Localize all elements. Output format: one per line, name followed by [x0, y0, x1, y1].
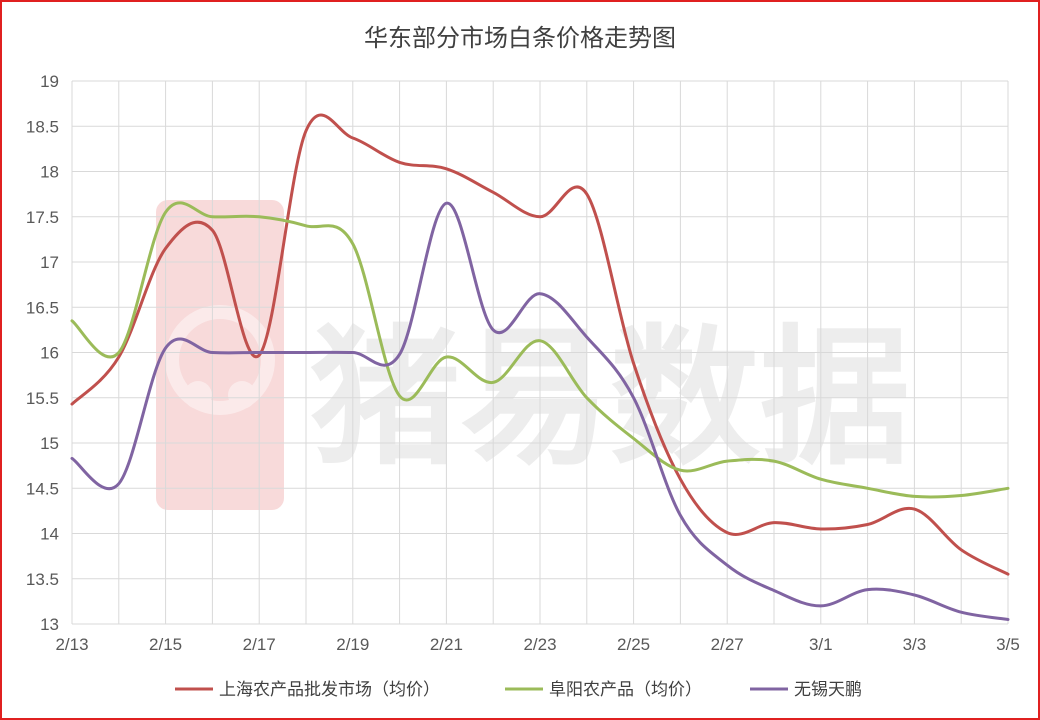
series-line-3: [70, 201, 1010, 621]
x-tick-label: 2/15: [149, 635, 182, 654]
y-tick-label: 17: [40, 253, 59, 272]
watermark-logo-eye-left: [184, 381, 212, 409]
legend-label: 无锡天鹏: [794, 680, 862, 700]
y-tick-label: 13: [40, 615, 59, 634]
legend-label: 上海农产品批发市场（均价）: [219, 680, 440, 700]
y-tick-label: 19: [40, 72, 59, 91]
x-axis: 2/13 2/15 2/17 2/19 2/21 2/23 2/25 2/27 3/1 3/3 3/…: [55, 635, 1019, 654]
x-tick-label: 3/3: [903, 635, 927, 654]
chart-title: 华东部分市场白条价格走势图: [364, 24, 676, 52]
x-tick-label: 2/27: [711, 635, 744, 654]
watermark: 猪易数据: [156, 200, 910, 510]
watermark-logo-ring: [165, 305, 275, 415]
watermark-logo-icon: [156, 200, 284, 510]
x-tick-label: 3/1: [809, 635, 833, 654]
y-tick-label: 15: [40, 434, 59, 453]
y-tick-label: 14.5: [26, 479, 59, 498]
x-tick-label: 2/17: [243, 635, 276, 654]
y-tick-label: 18: [40, 163, 59, 182]
series-lines: [70, 113, 1010, 621]
y-tick-label: 16.5: [26, 298, 59, 317]
x-tick-label: 2/21: [430, 635, 463, 654]
series-line-1: [70, 113, 1010, 576]
x-tick-label: 2/19: [336, 635, 369, 654]
watermark-logo-eye-right: [228, 381, 256, 409]
series-line-2: [70, 201, 1010, 499]
x-tick-label: 3/5: [996, 635, 1020, 654]
legend-label: 阜阳农产品（均价）: [549, 680, 702, 700]
chart-grid: [71, 80, 1009, 625]
y-tick-label: 15.5: [26, 389, 59, 408]
y-tick-label: 13.5: [26, 570, 59, 589]
x-tick-label: 2/23: [523, 635, 556, 654]
y-tick-label: 14: [40, 525, 59, 544]
x-tick-label: 2/25: [617, 635, 650, 654]
y-tick-label: 18.5: [26, 117, 59, 136]
x-tick-label: 2/13: [55, 635, 88, 654]
y-tick-label: 16: [40, 344, 59, 363]
y-axis: 13 13.5 14 14.5 15 15.5 16 16.5 17 17.5 18 18.5 19: [26, 72, 59, 634]
y-tick-label: 17.5: [26, 208, 59, 227]
legend: 上海农产品批发市场（均价） 阜阳农产品（均价） 无锡天鹏: [175, 680, 862, 700]
